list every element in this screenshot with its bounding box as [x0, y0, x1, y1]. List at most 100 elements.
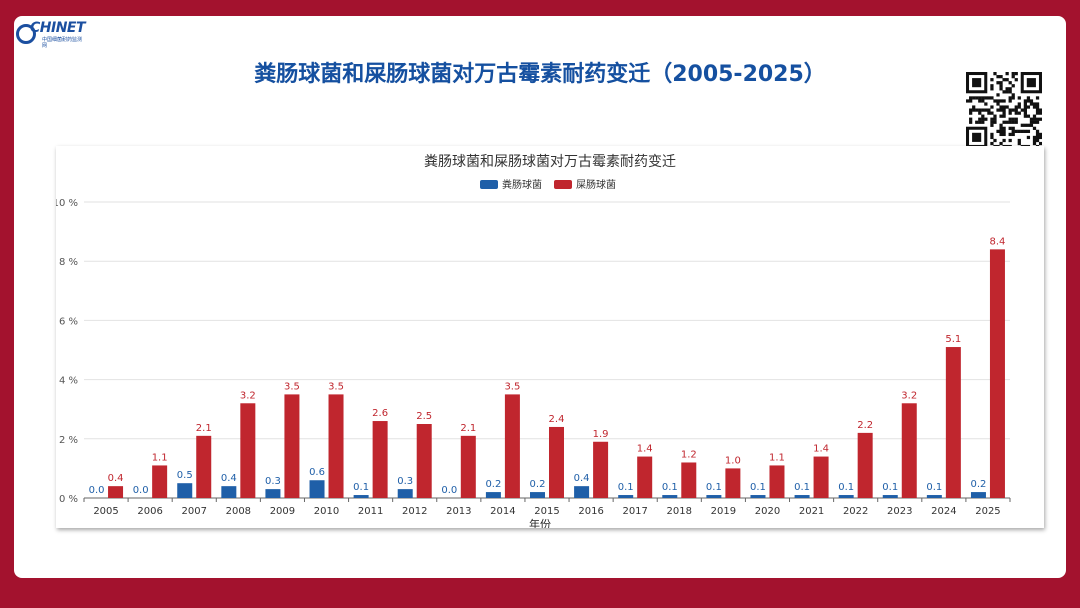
data-label-faecalis: 0.4 [574, 473, 590, 484]
x-tick-label: 2025 [975, 506, 1000, 517]
bar-faecium [901, 403, 917, 498]
y-tick-label: 6 % [59, 316, 78, 327]
bar-faecium [813, 456, 829, 498]
data-label-faecium: 2.1 [460, 423, 476, 434]
legend-label-faecalis: 粪肠球菌 [502, 178, 542, 191]
data-label-faecium: 2.4 [549, 414, 565, 425]
x-tick-label: 2023 [887, 506, 912, 517]
bar-faecalis [706, 495, 722, 498]
y-tick-label: 8 % [59, 257, 78, 268]
bar-faecalis [485, 492, 501, 498]
qr-code-icon [966, 72, 1043, 149]
x-axis-label: 年份 [529, 517, 551, 528]
data-label-faecalis: 0.3 [397, 476, 413, 487]
x-tick-label: 2022 [843, 506, 868, 517]
legend-swatch-faecium [554, 180, 572, 189]
bar-faecalis [177, 483, 193, 498]
bar-faecalis [882, 495, 898, 498]
data-label-faecalis: 0.4 [221, 473, 237, 484]
data-label-faecalis: 0.5 [177, 470, 193, 481]
data-label-faecalis: 0.1 [750, 482, 766, 493]
logo-text: CHINET [30, 20, 86, 36]
chart-panel: 粪肠球菌和屎肠球菌对万古霉素耐药变迁 粪肠球菌 屎肠球菌 0 % 2 % 4 % 6 % 8 … [33, 146, 1044, 531]
bar-faecium [769, 465, 785, 498]
x-tick-label: 2008 [226, 506, 251, 517]
x-tick-label: 2021 [799, 506, 824, 517]
data-label-faecium: 1.9 [593, 429, 609, 440]
data-label-faecalis: 0.1 [794, 482, 810, 493]
bar-faecalis [662, 495, 678, 498]
bar-faecium [460, 435, 476, 498]
data-label-faecium: 2.1 [196, 423, 212, 434]
bar-faecalis [397, 489, 413, 498]
y-tick-label: 2 % [59, 435, 78, 446]
x-tick-label: 2010 [314, 506, 339, 517]
bar-faecalis [970, 492, 986, 498]
bar-faecium [240, 403, 256, 498]
data-label-faecium: 3.5 [328, 381, 344, 392]
data-label-faecalis: 0.1 [926, 482, 942, 493]
data-label-faecium: 1.4 [637, 444, 653, 455]
data-label-faecium: 1.2 [681, 449, 697, 460]
bar-faecalis [926, 495, 942, 498]
data-label-faecium: 0.4 [108, 473, 124, 484]
data-label-faecium: 1.0 [725, 455, 741, 466]
bar-faecalis [838, 495, 854, 498]
x-tick-label: 2013 [446, 506, 471, 517]
x-tick-label: 2017 [622, 506, 647, 517]
data-label-faecalis: 0.0 [89, 485, 105, 496]
data-label-faecalis: 0.1 [353, 482, 369, 493]
x-tick-label: 2018 [667, 506, 692, 517]
bar-faecalis [265, 489, 281, 498]
x-tick-label: 2020 [755, 506, 780, 517]
bar-faecium [857, 432, 873, 498]
data-label-faecium: 1.1 [769, 452, 785, 463]
data-label-faecium: 3.2 [901, 390, 917, 401]
x-tick-label: 2024 [931, 506, 956, 517]
data-label-faecalis: 0.0 [441, 485, 457, 496]
data-label-faecium: 8.4 [989, 236, 1005, 247]
bar-faecalis [574, 486, 590, 498]
bar-faecalis [530, 492, 545, 498]
bar-faecium [725, 468, 741, 498]
bar-faecium [372, 421, 388, 498]
data-label-faecium: 3.5 [284, 381, 300, 392]
x-tick-label: 2006 [137, 506, 162, 517]
bar-faecium [945, 347, 961, 498]
x-tick-label: 2016 [578, 506, 603, 517]
data-label-faecium: 2.6 [372, 408, 388, 419]
y-tick-label: 0 % [59, 494, 78, 505]
logo-subtext: 中国细菌耐药监测网 [42, 37, 83, 49]
bar-faecium [108, 486, 124, 498]
data-label-faecalis: 0.1 [706, 482, 722, 493]
bar-faecium [416, 424, 432, 498]
data-label-faecium: 1.1 [152, 452, 168, 463]
chinet-logo: CHINET 中国细菌耐药监测网 [16, 20, 86, 50]
bar-faecium [504, 394, 520, 498]
data-label-faecalis: 0.6 [309, 467, 325, 478]
bar-faecalis [618, 495, 634, 498]
x-tick-label: 2014 [490, 506, 515, 517]
data-label-faecium: 3.2 [240, 390, 256, 401]
data-label-faecium: 2.2 [857, 420, 873, 431]
bar-faecium [284, 394, 300, 498]
data-label-faecalis: 0.2 [530, 479, 546, 490]
bar-faecalis [750, 495, 766, 498]
logo-ring-icon [16, 24, 36, 44]
x-tick-label: 2011 [358, 506, 383, 517]
bar-faecium [637, 456, 653, 498]
bar-faecium [328, 394, 344, 498]
chart-title: 粪肠球菌和屎肠球菌对万古霉素耐药变迁 [424, 154, 676, 170]
page-title: 粪肠球菌和屎肠球菌对万古霉素耐药变迁（2005-2025） [254, 62, 826, 87]
bar-faecium [681, 462, 697, 498]
data-label-faecalis: 0.3 [265, 476, 281, 487]
data-label-faecium: 3.5 [504, 381, 520, 392]
x-tick-label: 2012 [402, 506, 427, 517]
data-label-faecalis: 0.2 [970, 479, 986, 490]
data-label-faecium: 1.4 [813, 444, 829, 455]
bar-faecalis [309, 480, 325, 498]
bar-faecium [152, 465, 168, 498]
data-label-faecalis: 0.1 [882, 482, 898, 493]
bar-faecalis [221, 486, 237, 498]
